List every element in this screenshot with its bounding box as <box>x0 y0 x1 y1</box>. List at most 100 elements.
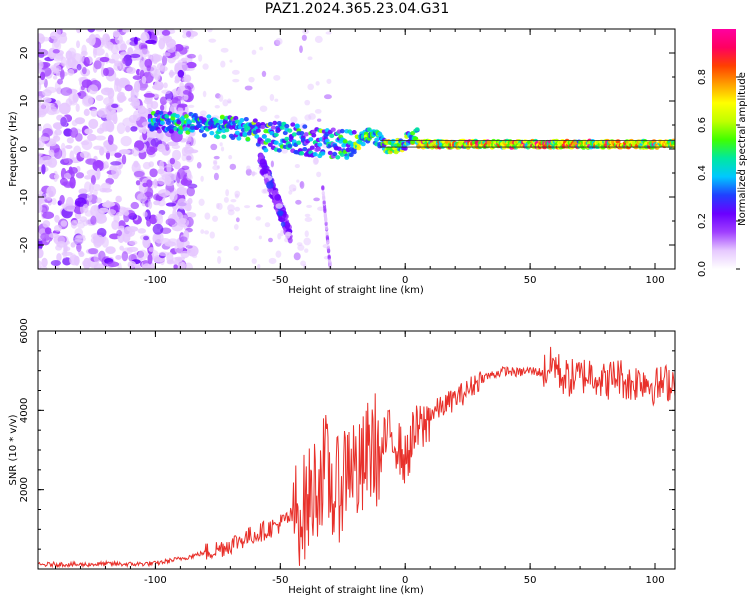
spectrogram-cell <box>233 115 239 121</box>
spectrogram-cell <box>79 55 84 63</box>
spectrogram-cell <box>92 183 102 192</box>
spectrogram-cell <box>75 172 85 179</box>
spectrogram-cell <box>38 102 46 112</box>
spectrogram-cell <box>65 58 72 70</box>
spectrogram-cell <box>316 171 322 178</box>
spectrogram-cell <box>53 235 66 245</box>
spectrogram-cell <box>177 69 185 78</box>
spectrogram-cell <box>255 128 261 133</box>
spectrogram-cell <box>139 48 150 58</box>
spectrogram-cell <box>204 230 210 235</box>
spectrogram-cell <box>69 127 79 138</box>
spectrogram-cell <box>130 101 140 107</box>
spectrogram-cell <box>116 91 126 104</box>
spectrogram-cell <box>221 134 227 139</box>
spectrogram-cell <box>85 158 97 165</box>
spectrogram-cell <box>183 146 194 155</box>
spectrogram-cell <box>69 254 80 266</box>
spectrogram-cell <box>207 29 213 33</box>
spectrogram-cell <box>94 160 104 168</box>
spectrogram-cell <box>98 207 109 213</box>
spectrogram-cell <box>276 148 282 153</box>
spectrogram-cell <box>259 46 264 51</box>
spectrogram-cell <box>105 246 116 254</box>
spectrogram-cell <box>181 77 189 83</box>
spectrogram-cell <box>126 226 139 232</box>
spectrogram-cell <box>218 119 224 125</box>
spectrogram-cell <box>212 159 218 165</box>
spectrogram-cell <box>130 201 140 210</box>
spectrogram-y-axis-label: Frequency (Hz) <box>8 111 19 187</box>
spectrogram-cell <box>74 235 86 243</box>
spectrogram-cell <box>277 232 282 240</box>
spectrogram-cell <box>174 242 184 254</box>
spectrogram-cell <box>135 180 141 186</box>
spectrogram-cell <box>122 57 127 65</box>
spectrogram-cell <box>157 177 166 185</box>
spectrogram-cell <box>311 133 317 138</box>
spectrogram-cell <box>280 221 286 227</box>
spectrogram-cell <box>132 75 142 80</box>
spectrogram-cell <box>186 186 195 197</box>
spectrogram-cell <box>251 258 257 264</box>
spectrogram-cell <box>287 128 293 133</box>
spectrogram-cell <box>148 200 153 210</box>
spectrogram-cell <box>320 151 326 156</box>
spectrogram-cell <box>53 173 60 180</box>
colorbar-tick-label: 0.6 <box>697 117 708 133</box>
spectrogram-cell <box>342 139 348 144</box>
spectrogram-cell <box>299 151 305 156</box>
spectrogram-cell <box>180 250 190 259</box>
spectrogram-cell <box>95 94 104 101</box>
spectrogram-cell <box>66 137 74 144</box>
spectrogram-cell <box>261 169 268 175</box>
spectrogram-cell <box>332 151 338 157</box>
spectrogram-cell <box>169 191 178 202</box>
spectrogram-cell <box>173 90 179 96</box>
spectrogram-cell <box>83 108 90 117</box>
spectrogram-cell <box>156 129 162 134</box>
spectrogram-cell <box>67 68 75 76</box>
spectrogram-cell <box>119 245 124 251</box>
spectrogram-cell <box>69 51 76 61</box>
spectrogram-cell <box>105 143 118 152</box>
spectrogram-cell <box>324 216 328 221</box>
spectrogram-cell <box>181 153 187 162</box>
spectrogram-cell <box>309 145 315 150</box>
colorbar-ticks: 0.0 0.2 0.4 0.6 0.8 <box>697 69 740 277</box>
snr-x-tick-label: 0 <box>402 575 408 586</box>
snr-y-tick-label: 6000 <box>19 318 30 343</box>
spectrogram-y-tick-label: 0 <box>19 146 30 152</box>
colorbar-gradient <box>712 29 736 269</box>
spectrogram-cell <box>96 127 105 134</box>
spectrogram-cell <box>202 63 209 70</box>
spectrogram-cell <box>259 105 268 112</box>
spectrogram-cell <box>44 227 52 235</box>
spectrogram-cell <box>210 143 218 151</box>
spectrogram-cell <box>314 35 323 44</box>
spectrogram-cell <box>127 47 134 55</box>
spectrogram-cell <box>261 165 270 171</box>
spectrogram-cell <box>103 201 116 207</box>
spectrogram-cell <box>71 120 78 127</box>
spectrogram-cell <box>147 54 153 60</box>
spectrogram-cell <box>68 93 77 105</box>
spectrogram-cell <box>351 130 357 135</box>
spectrogram-cell <box>275 37 283 46</box>
spectrogram-cell <box>225 189 230 197</box>
spectrogram-cell <box>143 92 155 98</box>
spectrogram-cell <box>62 248 68 259</box>
spectrogram-cell <box>299 45 303 54</box>
spectrogram-cell <box>315 81 320 86</box>
spectrogram-cell <box>41 257 48 268</box>
spectrogram-x-tick-label: 0 <box>402 275 408 286</box>
spectrogram-cell <box>213 172 219 181</box>
spectrogram-cell <box>38 124 42 132</box>
spectrogram-cell <box>120 43 127 51</box>
spectrogram-cell <box>53 224 62 232</box>
spectrogram-cell <box>339 128 345 134</box>
spectrogram-cell <box>179 236 188 243</box>
snr-x-tick-label: 100 <box>645 575 664 586</box>
spectrogram-cell <box>177 257 183 263</box>
spectrogram-cell <box>128 240 138 246</box>
